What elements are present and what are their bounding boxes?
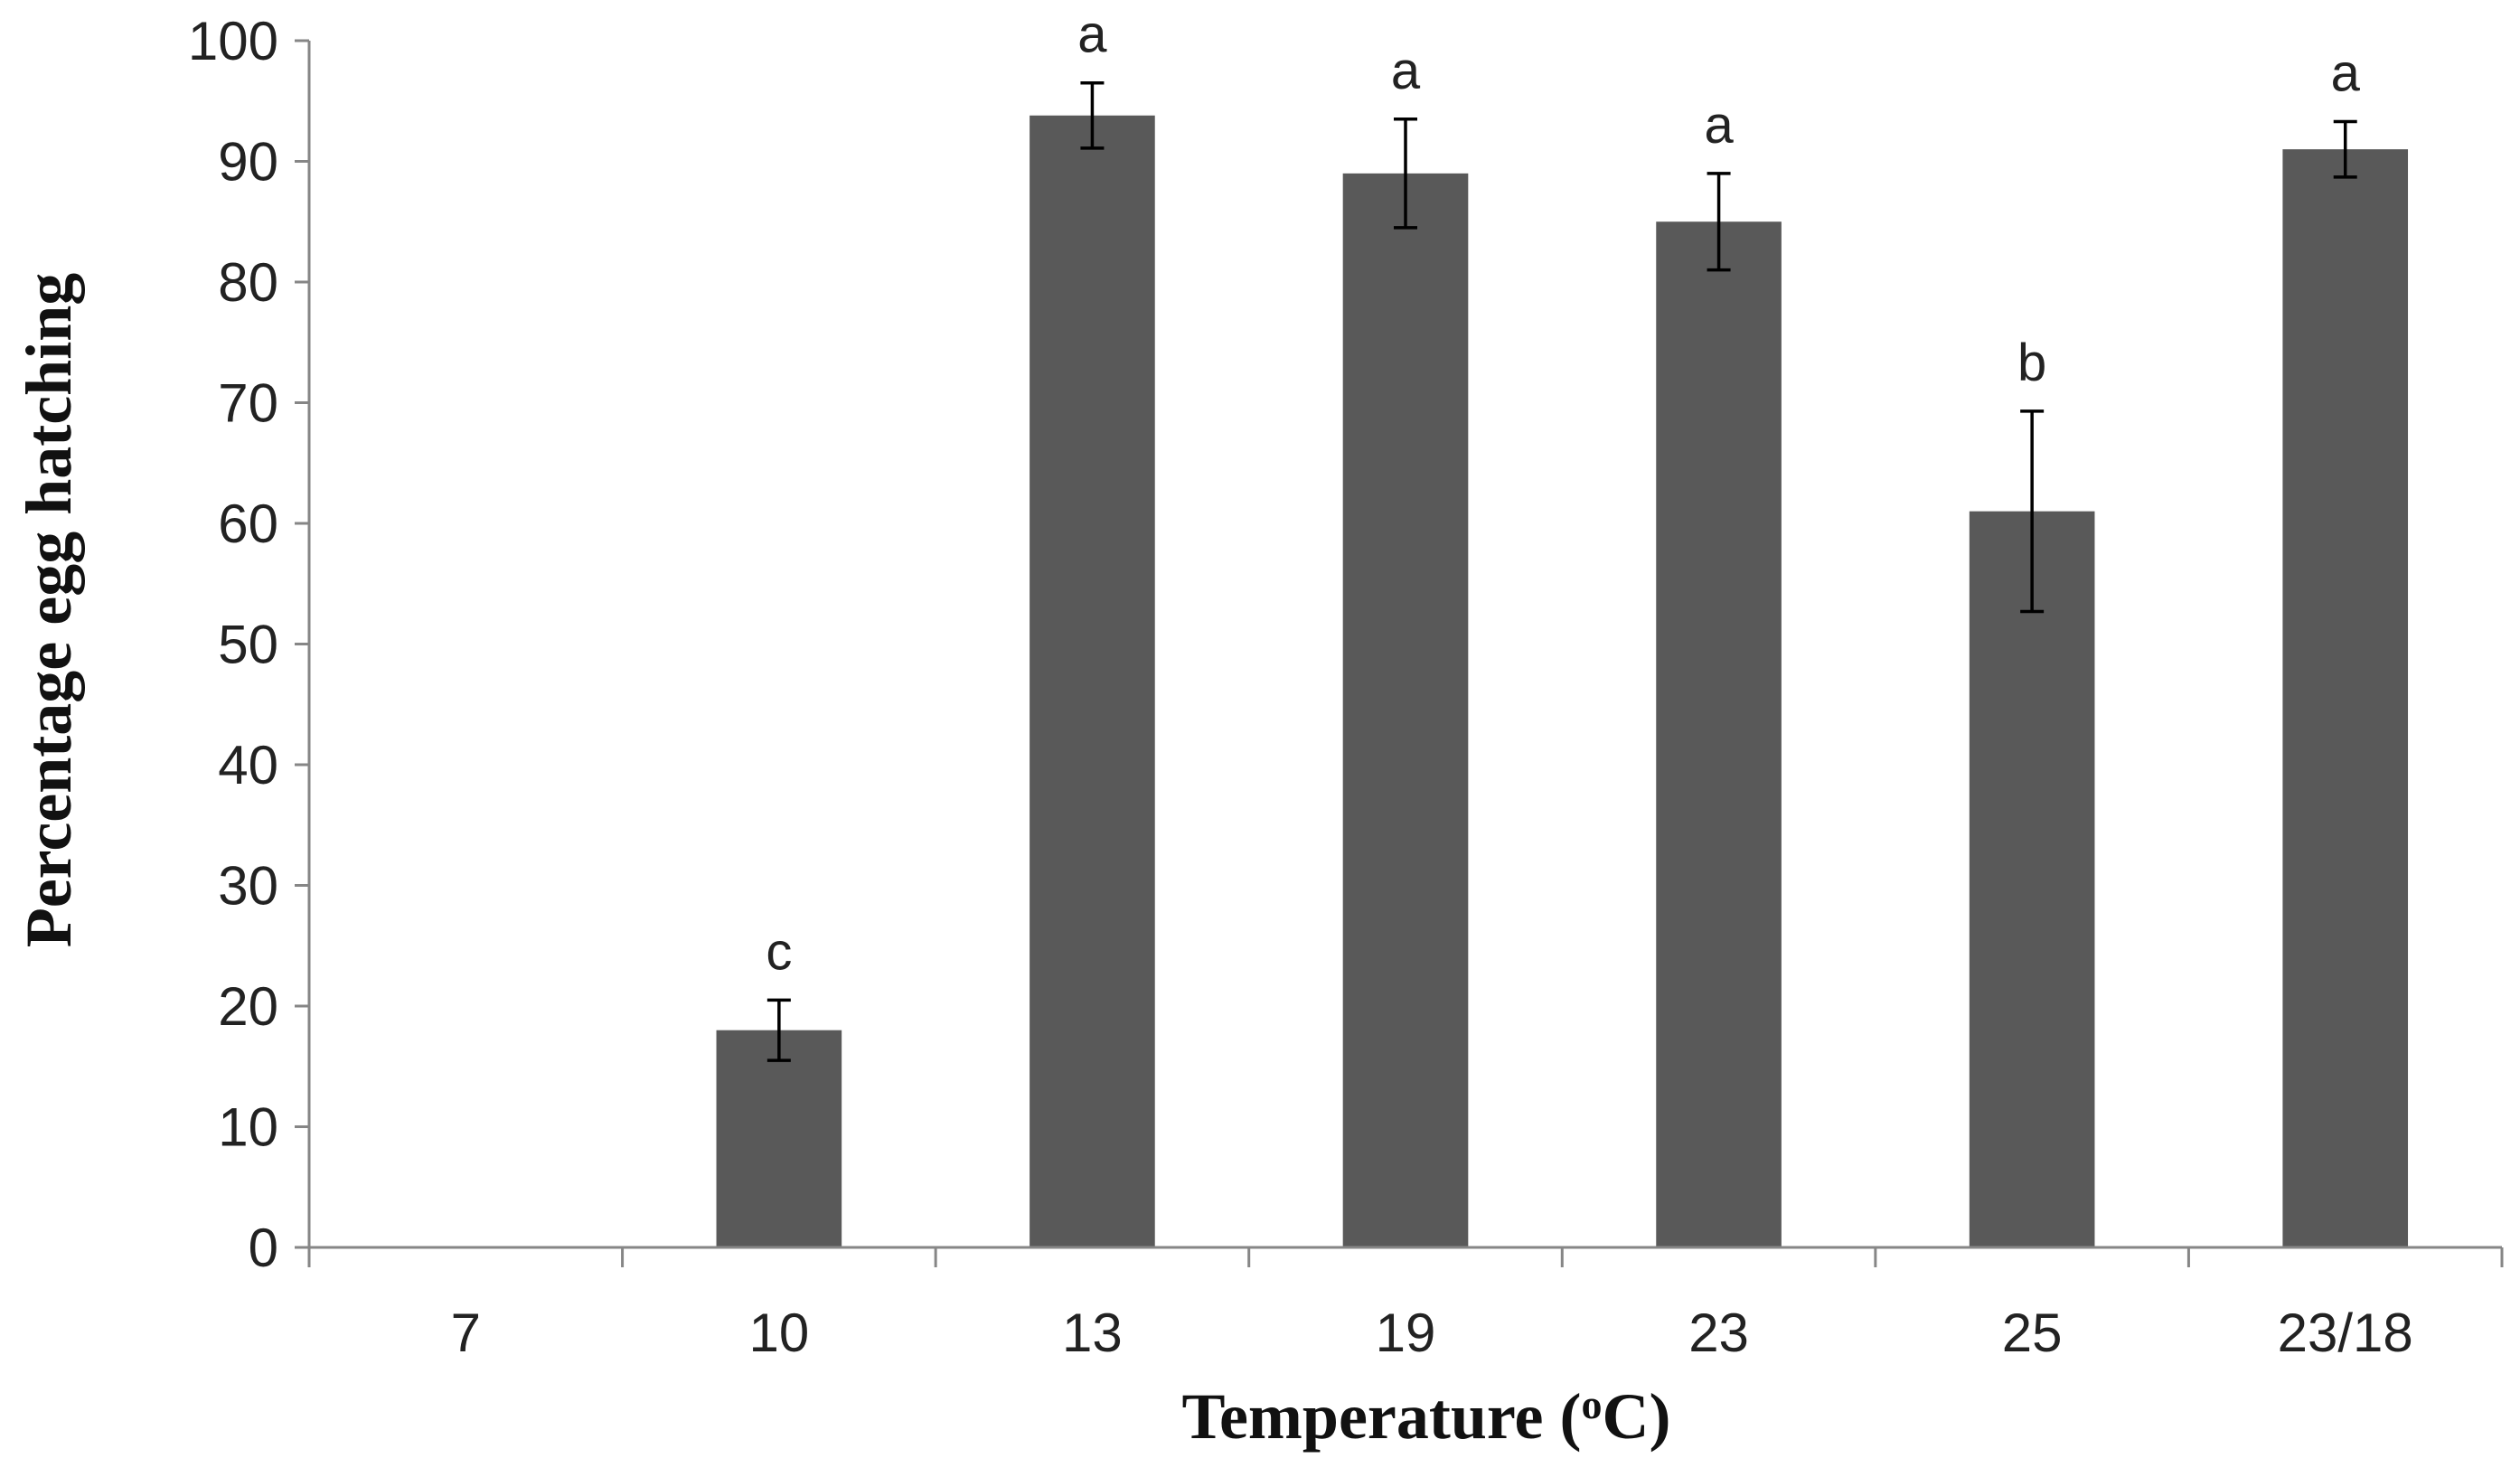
x-tick-label: 10 [748, 1303, 809, 1363]
bar [1342, 173, 1469, 1248]
x-tick-label: 7 [451, 1303, 481, 1363]
x-axis-title-suffix: C) [1602, 1380, 1670, 1453]
bar [716, 1030, 842, 1247]
y-tick-label: 60 [218, 494, 278, 554]
y-tick-label: 50 [218, 615, 278, 675]
x-tick-label: 23 [1688, 1303, 1749, 1363]
y-axis-ticks: 0 10 20 30 40 50 60 70 80 90 100 [188, 11, 309, 1278]
y-axis-title: Percentage egg hatching [13, 273, 85, 948]
y-tick-label: 90 [218, 132, 278, 193]
y-tick-label: 100 [188, 11, 278, 71]
y-tick-label: 10 [218, 1097, 278, 1158]
bars-group [716, 115, 2409, 1248]
y-tick-label: 0 [249, 1218, 278, 1278]
significance-label: a [1077, 5, 1107, 64]
y-tick-label: 40 [218, 735, 278, 795]
y-tick-label: 30 [218, 856, 278, 917]
x-axis-title-main: Temperature ( [1182, 1380, 1582, 1453]
bar [2282, 149, 2409, 1247]
axes-group [307, 41, 2502, 1249]
significance-labels-group: c a a a b a [766, 5, 2360, 982]
x-tick-label: 23/18 [2278, 1303, 2413, 1363]
significance-label: c [766, 922, 792, 981]
error-bars-group [766, 80, 2357, 1062]
bar [1656, 221, 1782, 1247]
significance-label: a [1391, 42, 1421, 100]
x-tick-label: 13 [1062, 1303, 1123, 1363]
significance-label: a [1704, 96, 1734, 155]
y-tick-label: 70 [218, 373, 278, 434]
x-axis-title: Temperature (oC) [1182, 1380, 1671, 1453]
x-tick-label: 25 [2002, 1303, 2063, 1363]
y-tick-label: 20 [218, 976, 278, 1037]
y-tick-label: 80 [218, 252, 278, 313]
x-axis-ticks: 7 10 13 19 23 25 23/18 [307, 1247, 2504, 1363]
x-tick-label: 19 [1376, 1303, 1436, 1363]
bar [1030, 115, 1155, 1247]
significance-label: b [2017, 334, 2046, 392]
x-axis-title-superscript: o [1581, 1381, 1602, 1427]
significance-label: a [2331, 43, 2361, 102]
bar [1969, 511, 2095, 1247]
